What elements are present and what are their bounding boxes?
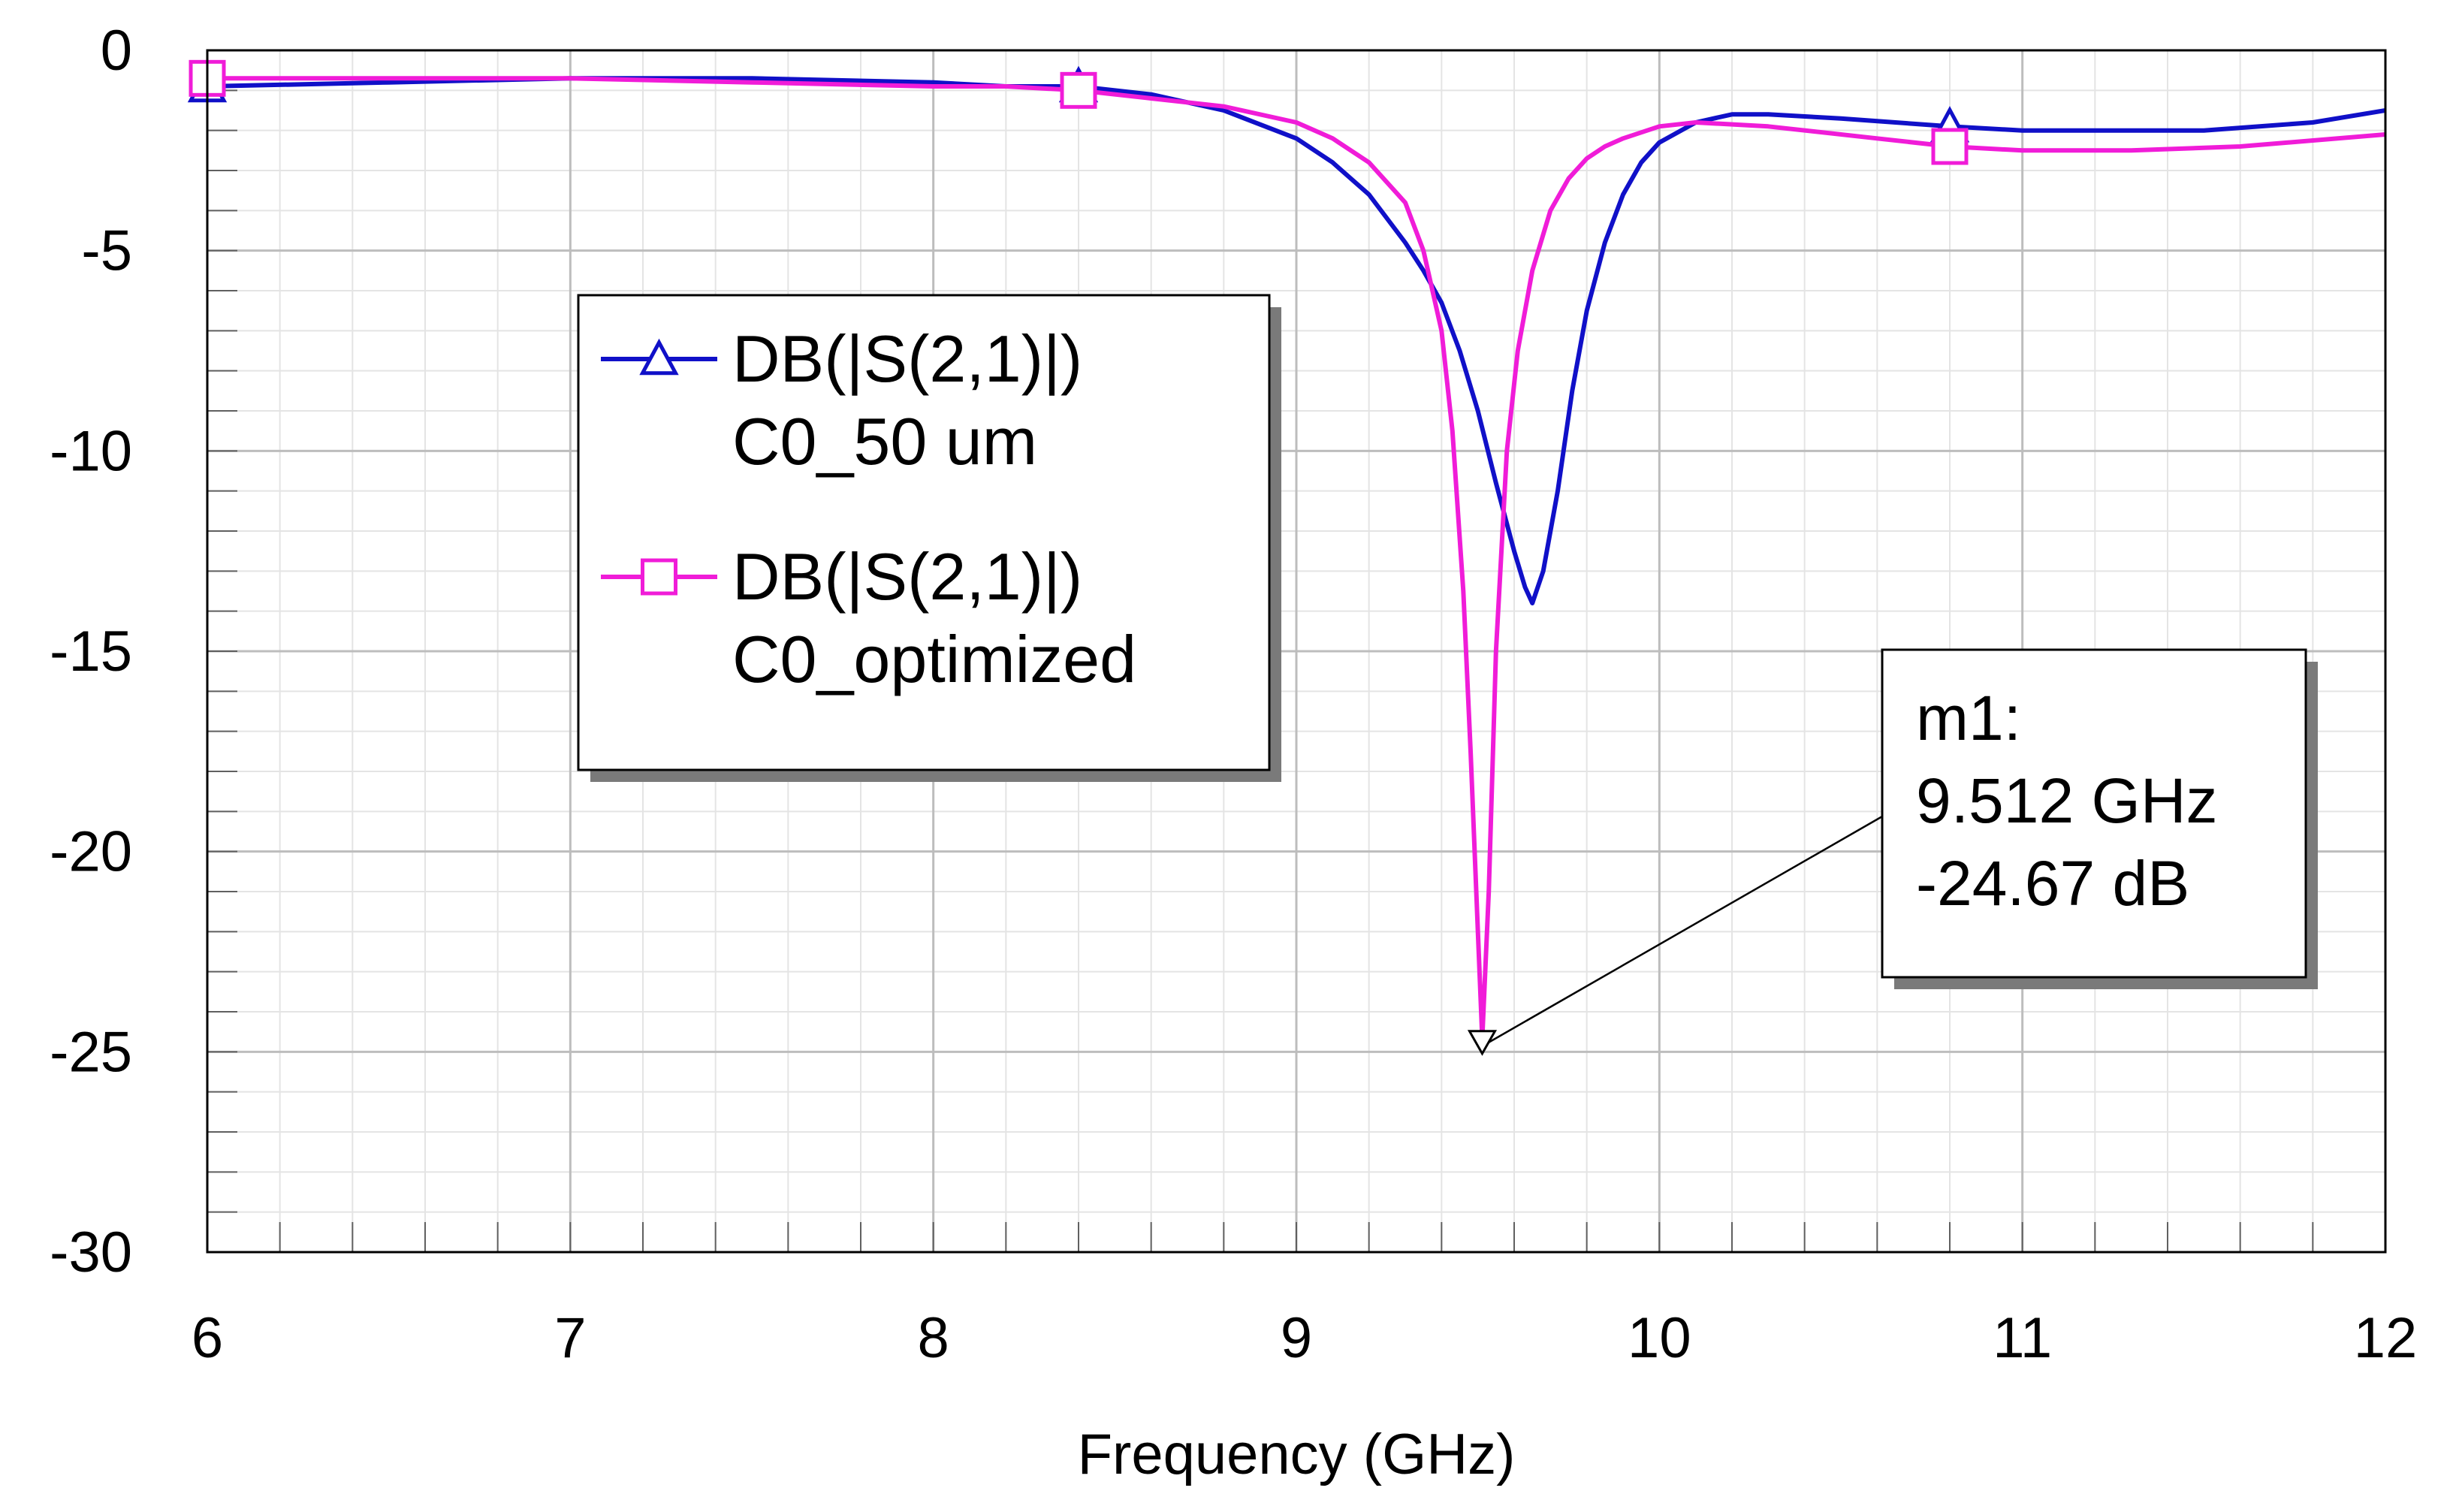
legend-label-line1: DB(|S(2,1)|) [732, 321, 1082, 396]
series-2-marker [1931, 128, 1969, 165]
annotation-leader-line [1481, 815, 1883, 1047]
legend-swatch-marker [641, 558, 677, 596]
x-tick-labels: 6 7 8 9 10 11 12 [192, 1306, 2417, 1370]
x-tick-label: 12 [2354, 1306, 2418, 1370]
y-tick-label: -30 [50, 1221, 132, 1284]
legend-label-line2: C0_optimized [732, 622, 1136, 696]
x-tick-label: 10 [1628, 1306, 1691, 1370]
y-tick-label: -10 [50, 419, 132, 483]
annotation-marker-triangle [1467, 1030, 1498, 1056]
marker-annotation: m1: 9.512 GHz -24.67 dB [1467, 648, 2318, 1056]
legend-label-line2: C0_50 um [732, 404, 1037, 478]
legend-label-line1: DB(|S(2,1)|) [732, 539, 1082, 614]
legend: DB(|S(2,1)|) C0_50 um DB(|S(2,1)|) C0_optim… [577, 294, 1281, 782]
minor-ticks [207, 50, 2386, 1253]
annotation-label: m1: [1916, 683, 2021, 753]
annotation-frequency: 9.512 GHz [1916, 765, 2218, 836]
x-tick-label: 7 [554, 1306, 586, 1370]
legend-swatch-marker [639, 338, 679, 376]
y-tick-label: -20 [50, 820, 132, 884]
y-tick-label: -15 [50, 620, 132, 684]
y-tick-labels: 0 -5 -10 -15 -20 -25 -30 [50, 19, 132, 1284]
x-tick-label: 9 [1281, 1306, 1312, 1370]
annotation-box [1881, 648, 2307, 979]
series-line-1 [207, 76, 2386, 605]
x-tick-label: 11 [1993, 1306, 2052, 1370]
legend-box [577, 294, 1271, 771]
y-tick-label: -5 [81, 219, 132, 283]
x-axis-title: Frequency (GHz) [1078, 1423, 1516, 1486]
annotation-value: -24.67 dB [1916, 848, 2189, 919]
series-2-marker [1060, 71, 1097, 109]
x-tick-label: 6 [192, 1306, 223, 1370]
plot-frame [206, 49, 2387, 1254]
y-tick-label: -25 [50, 1020, 132, 1084]
y-tick-label: 0 [101, 19, 132, 83]
x-tick-label: 8 [918, 1306, 949, 1370]
